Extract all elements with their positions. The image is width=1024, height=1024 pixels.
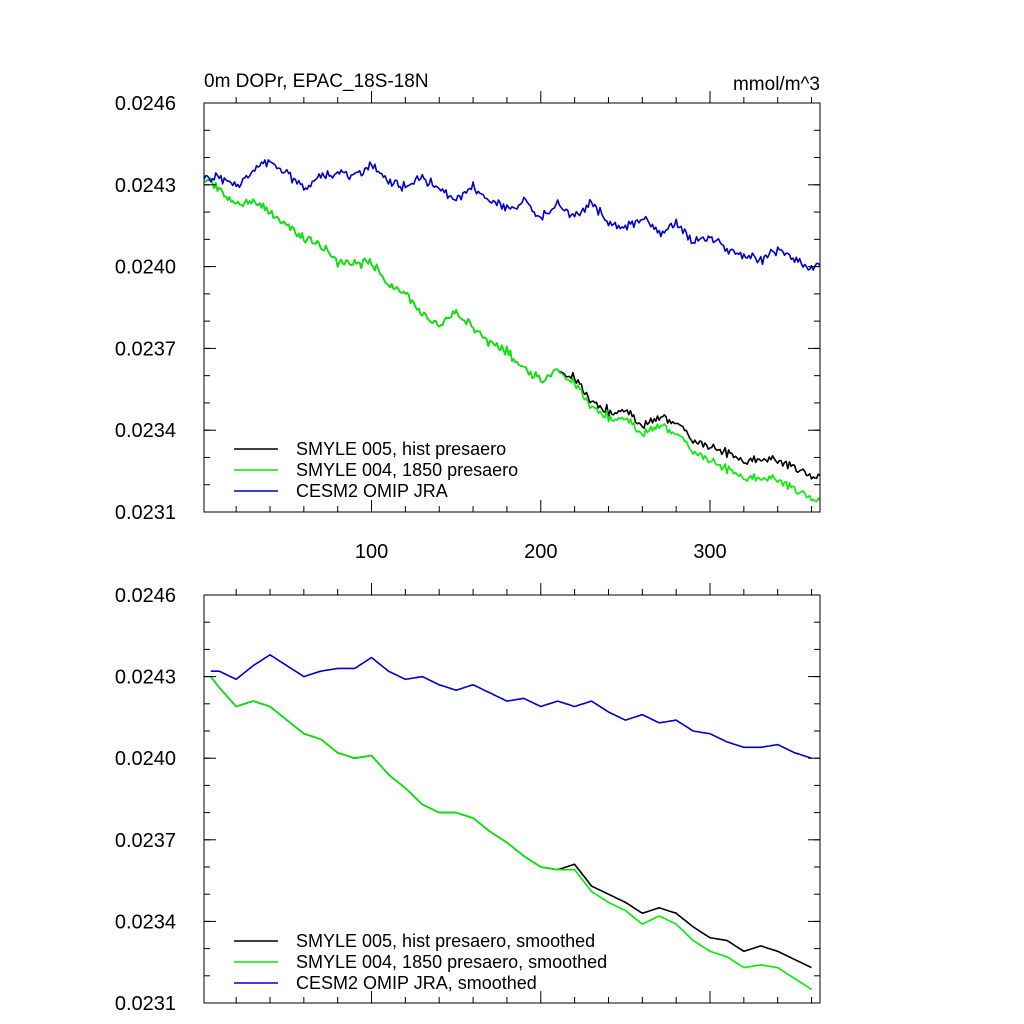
legend-label: SMYLE 005, hist presaero, smoothed xyxy=(296,931,595,951)
legend-label: SMYLE 005, hist presaero xyxy=(296,439,506,459)
y-axis: 0.0246 0.0243 0.0240 0.0237 0.0234 0.0231 xyxy=(115,585,820,1015)
legend-label: CESM2 OMIP JRA, smoothed xyxy=(296,973,537,993)
series-line-3 xyxy=(204,159,820,271)
legend-label: SMYLE 004, 1850 presaero, smoothed xyxy=(296,952,607,972)
y-tick-label: 0.0237 xyxy=(115,830,176,852)
legend-label: SMYLE 004, 1850 presaero xyxy=(296,460,518,480)
y-axis: 0.0246 0.0243 0.0240 0.0237 0.0234 0.0231 xyxy=(115,93,820,524)
series-line-2 xyxy=(204,177,820,503)
legend-label: CESM2 OMIP JRA xyxy=(296,481,448,501)
y-tick-label: 0.0234 xyxy=(115,911,176,933)
x-tick-label: 100 xyxy=(355,541,388,563)
y-tick-label: 0.0246 xyxy=(115,93,176,115)
chart-title: 0m DOPr, EPAC_18S-18N xyxy=(204,71,429,92)
x-tick-label: 200 xyxy=(524,541,557,563)
units-label: mmol/m^3 xyxy=(733,74,820,95)
series-line-1 xyxy=(210,676,812,969)
y-tick-label: 0.0243 xyxy=(115,175,176,197)
series-line-2 xyxy=(210,676,812,991)
series-group xyxy=(204,159,820,503)
y-tick-label: 0.0240 xyxy=(115,257,176,279)
legend: SMYLE 005, hist presaero, smoothedSMYLE … xyxy=(234,931,607,993)
x-axis xyxy=(235,583,813,1003)
y-tick-label: 0.0237 xyxy=(115,338,176,360)
series-group xyxy=(210,653,812,991)
x-tick-label: 300 xyxy=(693,541,726,563)
y-tick-label: 0.0231 xyxy=(115,502,176,524)
chart-panel-1: 0.0246 0.0243 0.0240 0.0237 0.0234 0.0231 100 2… xyxy=(115,71,821,563)
x-axis: 100 200 300 xyxy=(235,91,813,563)
y-tick-label: 0.0246 xyxy=(115,585,176,607)
series-line-1 xyxy=(204,177,820,480)
y-tick-label: 0.0231 xyxy=(115,993,176,1015)
chart-panel-2: 0.0246 0.0243 0.0240 0.0237 0.0234 0.0231 SMYL… xyxy=(115,583,821,1015)
series-line-3 xyxy=(210,653,812,759)
plot-frame xyxy=(203,102,821,513)
y-tick-label: 0.0240 xyxy=(115,748,176,770)
y-tick-label: 0.0243 xyxy=(115,667,176,689)
plot-frame xyxy=(203,594,821,1004)
y-tick-label: 0.0234 xyxy=(115,420,176,442)
